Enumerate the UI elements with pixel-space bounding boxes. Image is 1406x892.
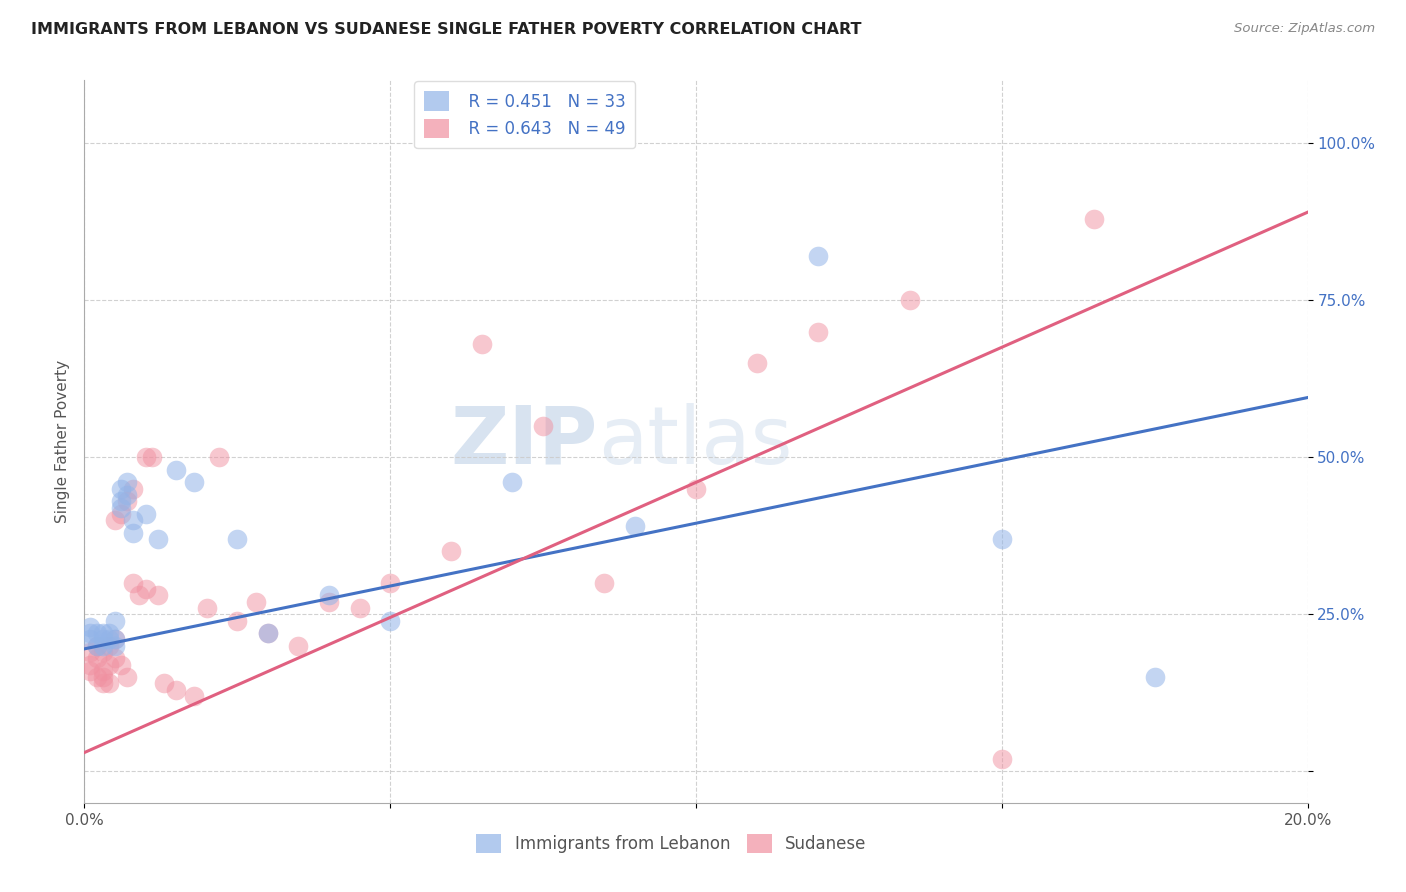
Point: [79, 657, 101, 672]
Point: [122, 575, 145, 590]
Point: [104, 651, 127, 665]
Point: [380, 575, 402, 590]
Point: [593, 575, 616, 590]
Legend: Immigrants from Lebanon, Sudanese: Immigrants from Lebanon, Sudanese: [470, 827, 873, 860]
Point: [747, 356, 769, 370]
Point: [79, 664, 101, 678]
Point: [97, 676, 120, 690]
Point: [502, 475, 524, 490]
Point: [97, 639, 120, 653]
Point: [1083, 211, 1105, 226]
Text: Source: ZipAtlas.com: Source: ZipAtlas.com: [1234, 22, 1375, 36]
Point: [287, 639, 309, 653]
Point: [104, 614, 127, 628]
Point: [471, 337, 494, 351]
Point: [135, 450, 157, 465]
Point: [349, 601, 371, 615]
Point: [146, 589, 169, 603]
Point: [135, 507, 157, 521]
Point: [86, 651, 108, 665]
Point: [115, 494, 138, 508]
Point: [122, 513, 145, 527]
Point: [153, 676, 176, 690]
Point: [898, 293, 921, 308]
Point: [110, 500, 132, 515]
Point: [86, 639, 108, 653]
Point: [91, 645, 114, 659]
Point: [257, 626, 280, 640]
Y-axis label: Single Father Poverty: Single Father Poverty: [55, 360, 70, 523]
Text: IMMIGRANTS FROM LEBANON VS SUDANESE SINGLE FATHER POVERTY CORRELATION CHART: IMMIGRANTS FROM LEBANON VS SUDANESE SING…: [31, 22, 862, 37]
Point: [110, 494, 132, 508]
Point: [208, 450, 231, 465]
Point: [122, 482, 145, 496]
Point: [128, 589, 150, 603]
Point: [165, 463, 187, 477]
Point: [122, 525, 145, 540]
Point: [226, 532, 249, 546]
Point: [104, 632, 127, 647]
Point: [91, 664, 114, 678]
Point: [146, 532, 169, 546]
Point: [79, 632, 101, 647]
Point: [165, 682, 187, 697]
Point: [110, 482, 132, 496]
Point: [104, 639, 127, 653]
Text: ZIP: ZIP: [451, 402, 598, 481]
Point: [104, 513, 127, 527]
Point: [318, 595, 340, 609]
Point: [135, 582, 157, 597]
Point: [91, 670, 114, 684]
Point: [91, 676, 114, 690]
Point: [86, 639, 108, 653]
Point: [79, 620, 101, 634]
Point: [91, 632, 114, 647]
Point: [104, 632, 127, 647]
Text: atlas: atlas: [598, 402, 793, 481]
Point: [440, 544, 463, 558]
Point: [115, 475, 138, 490]
Point: [245, 595, 267, 609]
Point: [531, 418, 554, 433]
Point: [807, 325, 830, 339]
Point: [141, 450, 163, 465]
Point: [183, 689, 205, 703]
Point: [685, 482, 707, 496]
Point: [97, 657, 120, 672]
Point: [226, 614, 249, 628]
Point: [86, 670, 108, 684]
Point: [380, 614, 402, 628]
Point: [991, 752, 1014, 766]
Point: [257, 626, 280, 640]
Point: [79, 645, 101, 659]
Point: [195, 601, 218, 615]
Point: [318, 589, 340, 603]
Point: [110, 507, 132, 521]
Point: [1143, 670, 1166, 684]
Point: [991, 532, 1014, 546]
Point: [115, 488, 138, 502]
Point: [624, 519, 647, 533]
Point: [110, 657, 132, 672]
Point: [97, 626, 120, 640]
Point: [86, 626, 108, 640]
Point: [91, 639, 114, 653]
Point: [97, 632, 120, 647]
Point: [183, 475, 205, 490]
Point: [79, 626, 101, 640]
Point: [115, 670, 138, 684]
Point: [91, 626, 114, 640]
Point: [807, 249, 830, 263]
